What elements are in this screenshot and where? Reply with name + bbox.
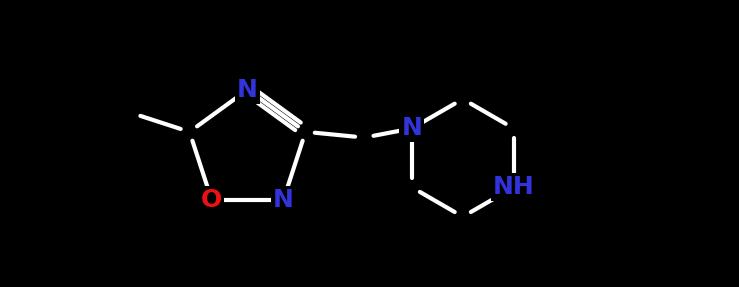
Text: N: N — [401, 117, 422, 140]
Text: N: N — [273, 188, 294, 212]
Text: O: O — [201, 188, 222, 212]
Text: N: N — [237, 78, 258, 102]
Text: NH: NH — [493, 175, 534, 199]
